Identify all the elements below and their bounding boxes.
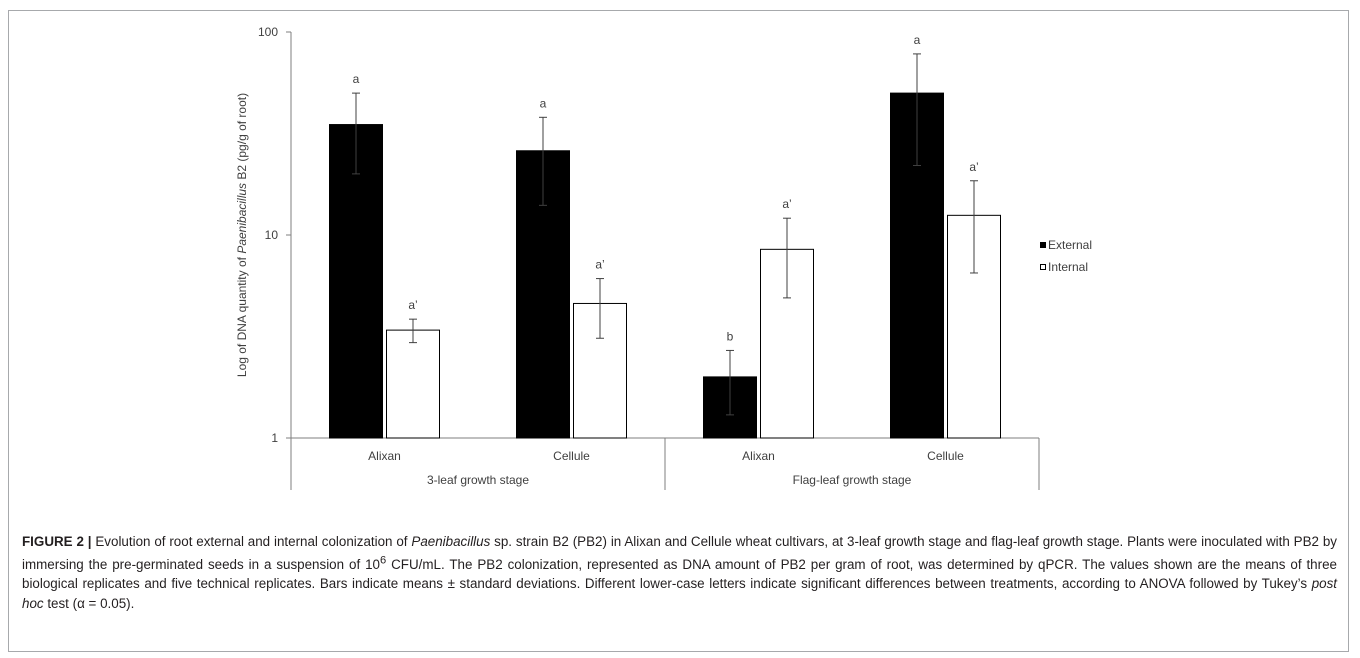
legend: External Internal (1040, 234, 1092, 278)
significance-letter: a (914, 33, 921, 47)
significance-letter: a’ (408, 298, 417, 312)
x-group-label: Flag-leaf growth stage (793, 473, 912, 487)
bar-external (329, 124, 383, 439)
significance-letter: a’ (969, 160, 978, 174)
legend-swatch-external (1040, 242, 1046, 248)
x-tick-label: Alixan (742, 449, 775, 463)
caption-segment: Paenibacillus (411, 534, 491, 549)
significance-letter: a’ (782, 197, 791, 211)
x-tick-label: Alixan (368, 449, 401, 463)
y-tick-label: 10 (265, 228, 279, 242)
bar-chart: 1 10 100 Log of DNA quantity of Paenibacill… (235, 25, 1040, 490)
caption-segment: test (α = 0.05). (43, 595, 135, 611)
significance-letter: a (353, 72, 360, 86)
significance-letter: b (727, 329, 734, 343)
significance-letter: a’ (595, 258, 604, 272)
figure-caption: FIGURE 2 | Evolution of root external an… (22, 532, 1337, 613)
legend-label-internal: Internal (1048, 260, 1089, 274)
caption-segment: post hoc (22, 576, 1337, 611)
legend-label-external: External (1048, 238, 1093, 252)
y-axis-title: Log of DNA quantity of Paenibacillus B2 … (235, 93, 249, 377)
y-axis-title-part: B2 (pg/g of root) (235, 93, 249, 183)
x-tick-label: Cellule (553, 449, 590, 463)
y-tick-label: 100 (258, 25, 278, 39)
y-axis-title-part: Paenibacillus (235, 183, 249, 254)
caption-segment: sp. strain B2 (PB2) in Alixan and Cellul… (22, 534, 1337, 572)
legend-item-external: External (1040, 234, 1092, 256)
caption-text: Evolution of root external and internal … (22, 534, 1337, 611)
bar-internal (386, 329, 440, 439)
figure-frame (8, 10, 1349, 652)
significance-letter: a (540, 96, 547, 110)
legend-swatch-internal (1040, 264, 1046, 270)
caption-label: FIGURE 2 | (22, 534, 92, 549)
y-tick-label: 1 (271, 431, 278, 445)
legend-item-internal: Internal (1040, 256, 1092, 278)
x-group-label: 3-leaf growth stage (427, 473, 529, 487)
caption-segment: CFU/mL. The PB2 colonization, represente… (22, 556, 1337, 592)
caption-segment: Evolution of root external and internal … (91, 534, 412, 549)
y-axis-title-part: Log of DNA quantity of (235, 254, 249, 377)
caption-segment: 6 (379, 554, 387, 567)
x-tick-label: Cellule (927, 449, 964, 463)
